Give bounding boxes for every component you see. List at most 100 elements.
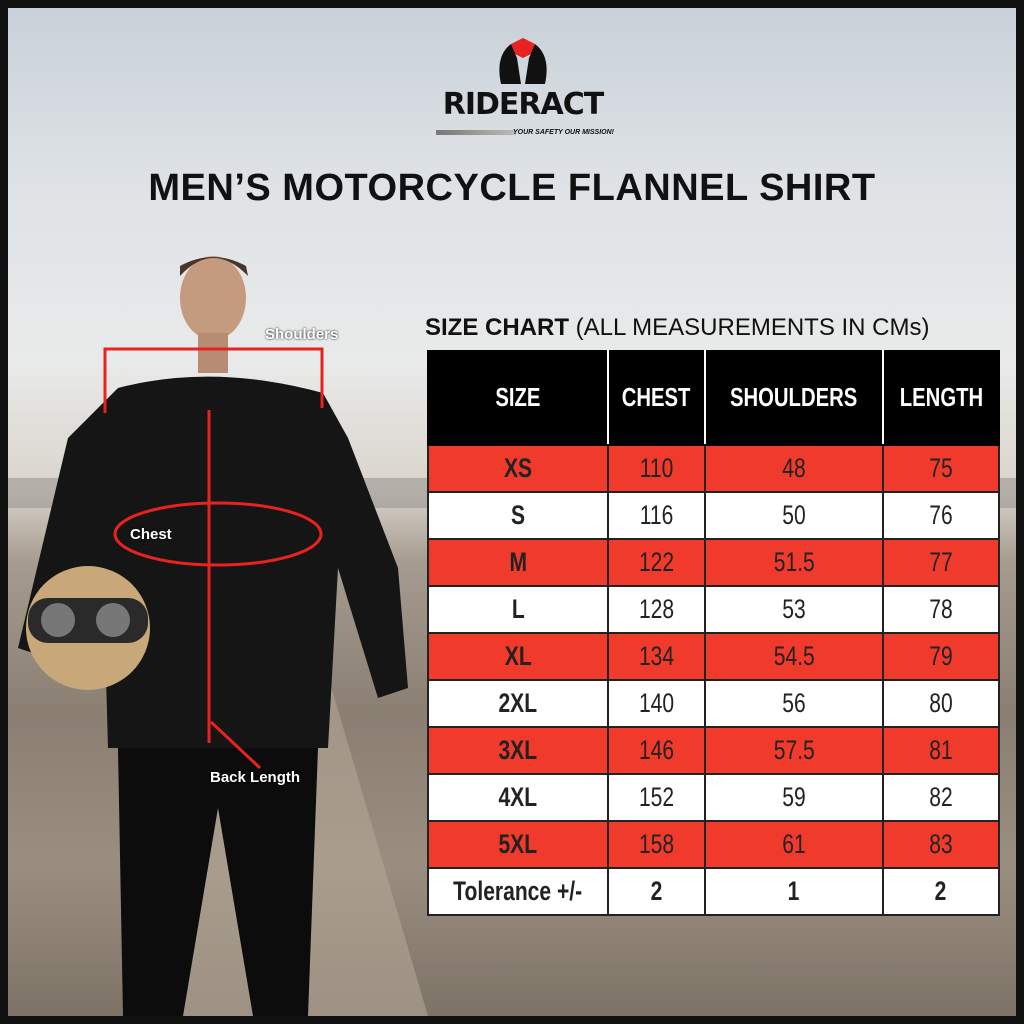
cell-text: 57.5 (773, 735, 815, 765)
measurement-cell: 146 (607, 726, 707, 775)
measurement-cell: 53 (704, 585, 884, 634)
measurement-cell: 79 (881, 632, 1001, 681)
measurement-cell: 2 (881, 867, 1001, 916)
measurement-cell: 54.5 (704, 632, 884, 681)
measurement-cell: 128 (607, 585, 707, 634)
measurement-cell: 2 (607, 867, 707, 916)
cell-text: 50 (782, 500, 806, 530)
measurement-cell: 77 (881, 538, 1001, 587)
measurement-cell: 57.5 (704, 726, 884, 775)
cell-text: 152 (638, 782, 675, 812)
measurement-cell: 116 (607, 491, 707, 540)
cell-text: 53 (782, 594, 806, 624)
measurement-lines (103, 347, 324, 770)
brand-emblem-icon (499, 38, 547, 84)
cell-text: 48 (782, 453, 806, 483)
cell-text: 76 (929, 500, 953, 530)
cell-text: 59 (782, 782, 806, 812)
cell-text: 122 (638, 547, 675, 577)
table-row: XS 110 48 75 (426, 444, 1001, 493)
brand-tagline: YOUR SAFETY OUR MISSION! (513, 129, 614, 136)
model-photo (8, 256, 1016, 1016)
measurement-cell: 83 (881, 820, 1001, 869)
measurement-cell: 82 (881, 773, 1001, 822)
page-title: MEN’S MOTORCYCLE FLANNEL SHIRT (148, 167, 876, 209)
size-cell: 5XL (426, 820, 610, 869)
size-cell: 2XL (426, 679, 610, 728)
cell-text: 2 (650, 876, 663, 906)
measurement-cell: 51.5 (704, 538, 884, 587)
cell-text: 82 (929, 782, 953, 812)
cell-text: 2 (935, 876, 947, 906)
cell-text: 83 (929, 829, 953, 859)
table-row: 4XL 152 59 82 (426, 773, 1001, 822)
size-chart-heading: SIZE CHART (ALL MEASUREMENTS IN CMs) (425, 314, 929, 342)
shoulders-label: Shoulders (265, 326, 339, 343)
cell-text: 140 (638, 688, 675, 718)
cell-text: 5XL (498, 829, 538, 859)
cell-text: 51.5 (773, 547, 815, 577)
measurement-cell: 110 (607, 444, 707, 493)
units-note: (ALL MEASUREMENTS IN CMs) (575, 314, 930, 341)
cell-text: XL (504, 641, 532, 671)
column-header-text: SIZE (494, 381, 541, 412)
size-cell: Tolerance +/- (426, 867, 610, 916)
column-header: SHOULDERS (704, 350, 884, 446)
cell-text: 79 (929, 641, 953, 671)
cell-text: 78 (929, 594, 953, 624)
model-pants (118, 748, 318, 1016)
size-cell: XS (426, 444, 610, 493)
table-row: Tolerance +/- 2 1 2 (426, 867, 1001, 916)
measurement-cell: 48 (704, 444, 884, 493)
table-row: 2XL 140 56 80 (426, 679, 1001, 728)
cell-text: 146 (638, 735, 675, 765)
table-row: 5XL 158 61 83 (426, 820, 1001, 869)
cell-text: 116 (639, 500, 674, 530)
measurement-cell: 80 (881, 679, 1001, 728)
model-shirt (18, 376, 408, 748)
table-row: XL 134 54.5 79 (426, 632, 1001, 681)
cell-text: 54.5 (773, 641, 815, 671)
column-header: CHEST (607, 350, 707, 446)
column-header-text: CHEST (622, 381, 691, 412)
size-chart-title: SIZE CHART (425, 314, 569, 341)
measurement-cell: 122 (607, 538, 707, 587)
measurement-cell: 158 (607, 820, 707, 869)
brand-logo: RIDERACT YOUR SAFETY OUR MISSION! (428, 36, 618, 142)
table-row: L 128 53 78 (426, 585, 1001, 634)
cell-text: M (509, 547, 527, 577)
measurement-cell: 81 (881, 726, 1001, 775)
cell-text: 158 (638, 829, 675, 859)
measurement-cell: 134 (607, 632, 707, 681)
cell-text: L (511, 594, 525, 624)
back-length-line (207, 410, 262, 770)
table-row: 3XL 146 57.5 81 (426, 726, 1001, 775)
column-header: SIZE (428, 350, 610, 446)
cell-text: 61 (782, 829, 806, 859)
chest-ellipse (113, 501, 323, 567)
column-header-text: LENGTH (899, 381, 984, 412)
table-row: S 116 50 76 (426, 491, 1001, 540)
table-row: M 122 51.5 77 (426, 538, 1001, 587)
column-header-text: SHOULDERS (730, 381, 858, 412)
measurement-cell: 1 (704, 867, 884, 916)
cell-text: Tolerance +/- (453, 876, 583, 906)
model-head (180, 256, 246, 340)
size-cell: XL (426, 632, 610, 681)
size-cell: M (426, 538, 610, 587)
measurement-cell: 56 (704, 679, 884, 728)
cell-text: S (510, 500, 526, 530)
measurement-cell: 78 (881, 585, 1001, 634)
cell-text: 56 (782, 688, 806, 718)
cell-text: 1 (788, 876, 800, 906)
brand-name: RIDERACT (442, 87, 604, 122)
measurement-cell: 152 (607, 773, 707, 822)
size-cell: S (426, 491, 610, 540)
chest-label: Chest (130, 526, 172, 543)
measurement-cell: 140 (607, 679, 707, 728)
size-cell: 3XL (426, 726, 610, 775)
measurement-cell: 75 (881, 444, 1001, 493)
shoulders-line (103, 347, 324, 413)
measurement-cell: 59 (704, 773, 884, 822)
